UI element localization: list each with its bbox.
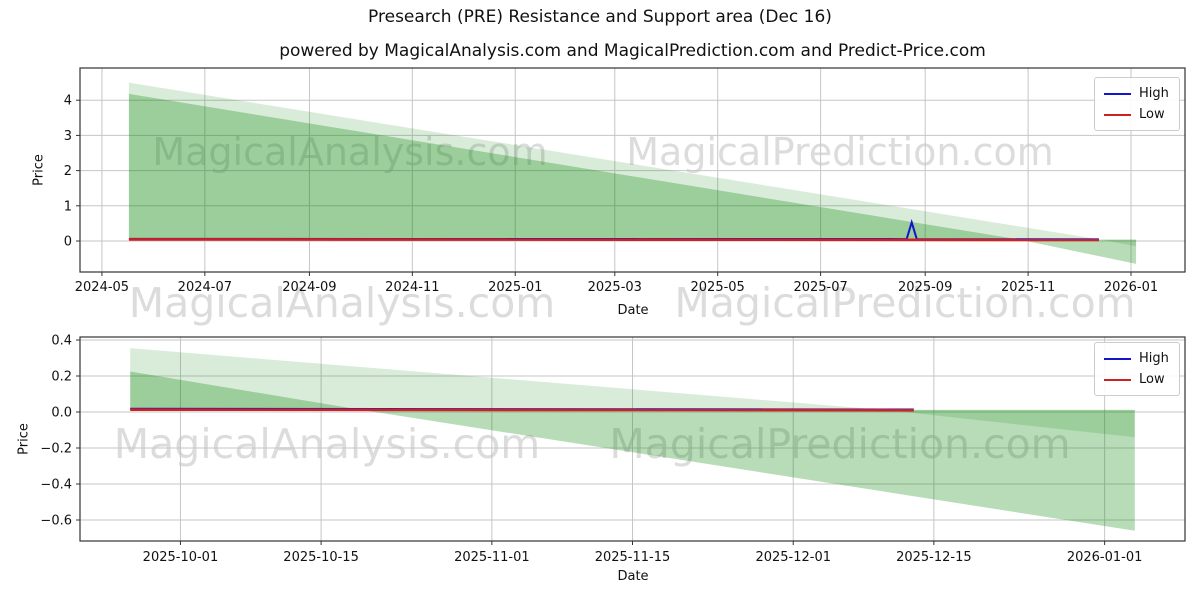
x-tick-label: 2025-12-15 [896,550,972,565]
y-axis-label-top: Price [31,154,47,186]
support-area [128,93,1137,264]
legend-bottom: High Low [1094,342,1180,396]
subplot-full-history: 2024-05 2024-07 2024-09 2024-11 2025-01 2025-… [64,67,1186,295]
x-tick-label: 2025-09 [898,280,952,295]
x-tick-label: 2024-07 [178,280,232,295]
subplot-recent-zoom: 2025-10-01 2025-10-15 2025-11-01 2025-11-15… [40,334,1186,565]
y-axis-label-bottom: Price [16,423,32,455]
chart-title: Presearch (PRE) Resistance and Support a… [368,7,832,27]
x-tick-label: 2025-11-15 [595,550,671,565]
x-axis-label-top: Date [617,303,649,318]
watermark-prediction: MagicalPrediction.com [609,420,1071,468]
x-tick-label: 2025-07 [793,280,847,295]
high-line-swatch [1104,92,1131,95]
x-tick-label: 2025-10-15 [283,550,359,565]
resistance-area [130,348,1135,438]
legend-item-high: High [1104,348,1169,369]
y-tick-label: −0.2 [40,441,72,456]
legend-item-low: Low [1104,104,1169,125]
x-tick-label: 2025-01 [488,280,542,295]
low-line [130,408,914,412]
legend-label-low: Low [1139,372,1165,387]
chart-subtitle: powered by MagicalAnalysis.com and Magic… [279,41,986,61]
y-tick-label: 0.2 [51,370,72,385]
x-axis-label-bottom: Date [617,569,649,584]
y-tick-label: −0.4 [40,477,72,492]
x-tick-label: 2026-01-01 [1067,550,1143,565]
legend-label-high: High [1139,351,1169,366]
watermark-analysis: MagicalAnalysis.com [113,420,541,468]
watermark-analysis: MagicalAnalysis.com [128,279,556,327]
y-tick-label: 0.0 [51,406,72,421]
low-line-swatch [1104,113,1131,116]
low-line [128,238,1099,242]
x-tick-label: 2024-05 [75,280,129,295]
x-tick-label: 2025-05 [691,280,745,295]
y-tick-label: 0.4 [51,334,72,349]
y-tick-label: 4 [64,94,72,109]
watermark-prediction: MagicalPrediction.com [674,279,1136,327]
x-tick-label: 2025-03 [588,280,642,295]
y-tick-label: 2 [64,164,72,179]
axes-spines [79,67,1186,273]
watermark-analysis: MagicalAnalysis.com [152,130,548,174]
low-line-swatch [1104,378,1131,381]
y-tick-label: 3 [64,129,72,144]
x-tick-label: 2025-11-01 [454,550,530,565]
legend-item-high: High [1104,83,1169,104]
x-tick-label: 2024-11 [385,280,439,295]
y-tick-label: 1 [64,199,72,214]
high-line-swatch [1104,357,1131,360]
y-tick-label: −0.6 [40,513,72,528]
legend-label-low: Low [1139,107,1165,122]
y-tick-label: 0 [64,235,72,250]
legend-label-high: High [1139,86,1169,101]
x-tick-label: 2024-09 [282,280,336,295]
x-tick-label: 2025-11 [1001,280,1055,295]
legend-top: High Low [1094,77,1180,131]
x-tick-label: 2025-12-01 [755,550,831,565]
x-tick-label: 2025-10-01 [143,550,219,565]
watermark-prediction: MagicalPrediction.com [626,130,1054,174]
x-tick-label: 2026-01 [1104,280,1158,295]
legend-item-low: Low [1104,369,1169,390]
resistance-area [128,82,1137,247]
